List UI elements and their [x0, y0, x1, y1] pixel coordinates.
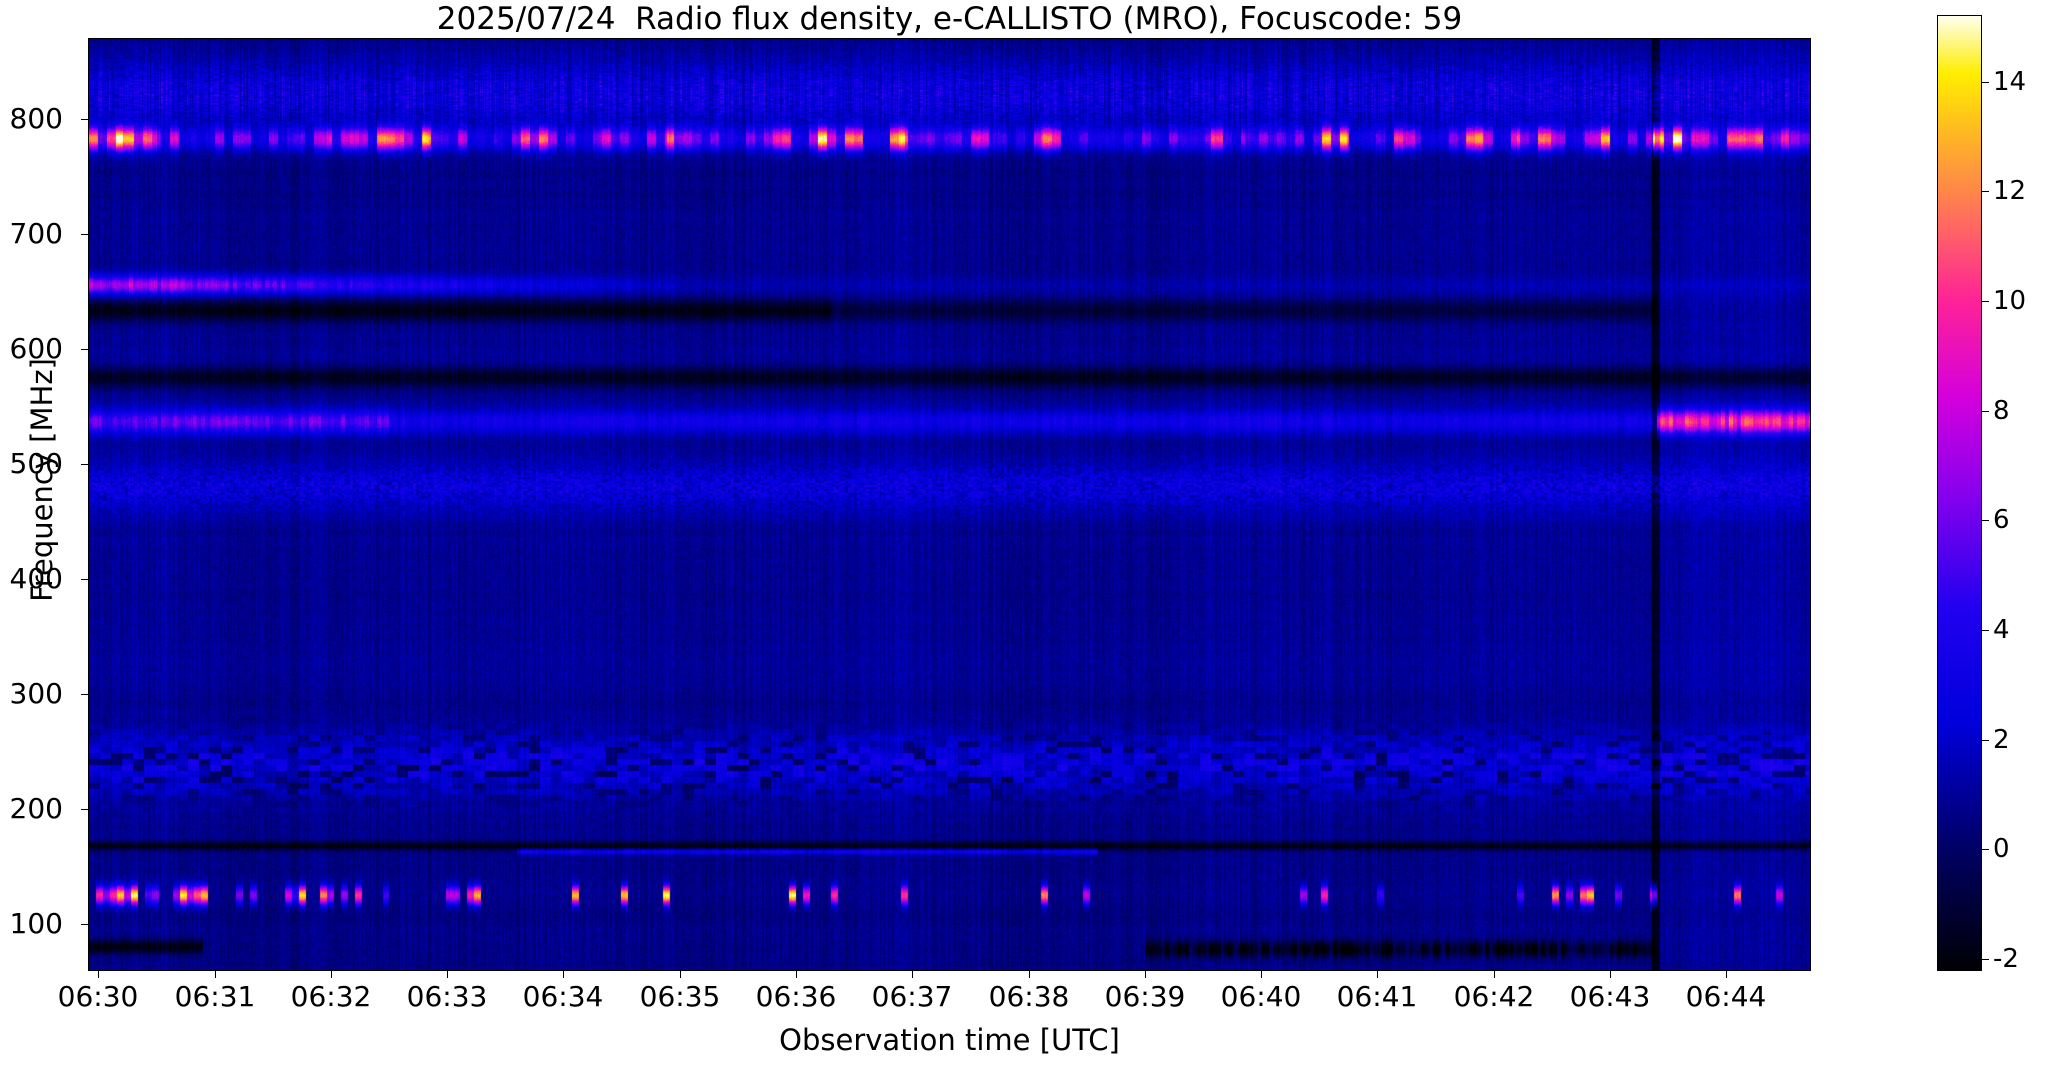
- colorbar-tick-label: -2: [1993, 944, 2019, 974]
- colorbar: [1937, 15, 1982, 971]
- y-tick-label: 800: [9, 102, 63, 135]
- colorbar-tick-mark: [1982, 520, 1989, 521]
- x-tick-mark: [215, 971, 216, 978]
- x-tick-mark: [796, 971, 797, 978]
- x-tick-label: 06:34: [522, 980, 604, 1013]
- colorbar-tick-mark: [1982, 301, 1989, 302]
- x-tick-label: 06:37: [871, 980, 953, 1013]
- y-tick-mark: [81, 119, 88, 120]
- y-tick-label: 600: [9, 332, 63, 365]
- colorbar-tick-mark: [1982, 740, 1989, 741]
- y-tick-mark: [81, 234, 88, 235]
- y-tick-label: 500: [9, 447, 63, 480]
- y-tick-mark: [81, 924, 88, 925]
- spectrogram-plot-area: [88, 38, 1811, 971]
- colorbar-tick-label: 0: [1993, 834, 2010, 864]
- colorbar-tick-label: 4: [1993, 615, 2010, 645]
- x-tick-label: 06:31: [174, 980, 256, 1013]
- colorbar-tick-mark: [1982, 959, 1989, 960]
- x-tick-mark: [1261, 971, 1262, 978]
- y-tick-mark: [81, 464, 88, 465]
- y-tick-mark: [81, 349, 88, 350]
- colorbar-tick-mark: [1982, 630, 1989, 631]
- x-tick-mark: [912, 971, 913, 978]
- x-tick-mark: [1610, 971, 1611, 978]
- x-tick-mark: [563, 971, 564, 978]
- colorbar-tick-label: 8: [1993, 396, 2010, 426]
- y-tick-label: 100: [9, 907, 63, 940]
- x-tick-mark: [447, 971, 448, 978]
- y-tick-mark: [81, 579, 88, 580]
- x-tick-mark: [1726, 971, 1727, 978]
- y-tick-mark: [81, 694, 88, 695]
- colorbar-tick-label: 10: [1993, 286, 2027, 316]
- x-tick-mark: [331, 971, 332, 978]
- x-tick-label: 06:40: [1220, 980, 1302, 1013]
- colorbar-tick-mark: [1982, 82, 1989, 83]
- x-tick-mark: [1494, 971, 1495, 978]
- x-tick-label: 06:43: [1569, 980, 1651, 1013]
- x-tick-mark: [680, 971, 681, 978]
- x-tick-label: 06:30: [57, 980, 139, 1013]
- colorbar-tick-mark: [1982, 191, 1989, 192]
- x-tick-label: 06:38: [988, 980, 1070, 1013]
- x-tick-mark: [98, 971, 99, 978]
- spectrogram-image: [89, 39, 1810, 970]
- x-tick-mark: [1377, 971, 1378, 978]
- colorbar-tick-label: 14: [1993, 67, 2027, 97]
- colorbar-tick-label: 6: [1993, 505, 2010, 535]
- x-axis-label: Observation time [UTC]: [779, 1023, 1120, 1057]
- x-tick-label: 06:41: [1336, 980, 1418, 1013]
- colorbar-gradient: [1938, 16, 1981, 970]
- page-title: 2025/07/24 Radio flux density, e-CALLIST…: [436, 1, 1463, 37]
- x-tick-mark: [1145, 971, 1146, 978]
- y-tick-label: 300: [9, 677, 63, 710]
- colorbar-tick-label: 2: [1993, 725, 2010, 755]
- colorbar-tick-mark: [1982, 411, 1989, 412]
- colorbar-tick-mark: [1982, 849, 1989, 850]
- x-tick-label: 06:44: [1685, 980, 1767, 1013]
- colorbar-tick-label: 12: [1993, 176, 2027, 206]
- x-tick-label: 06:39: [1104, 980, 1186, 1013]
- x-tick-label: 06:35: [639, 980, 721, 1013]
- y-axis-label: Frequency [MHz]: [25, 358, 59, 602]
- x-tick-mark: [1029, 971, 1030, 978]
- y-tick-label: 200: [9, 792, 63, 825]
- y-tick-label: 700: [9, 217, 63, 250]
- y-tick-label: 400: [9, 562, 63, 595]
- x-tick-label: 06:33: [406, 980, 488, 1013]
- x-tick-label: 06:42: [1453, 980, 1535, 1013]
- x-tick-label: 06:36: [755, 980, 837, 1013]
- y-tick-mark: [81, 809, 88, 810]
- x-tick-label: 06:32: [290, 980, 372, 1013]
